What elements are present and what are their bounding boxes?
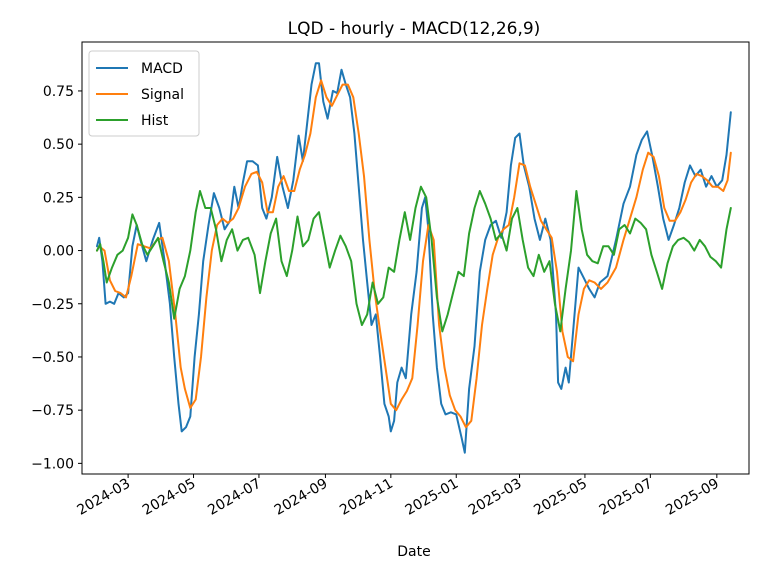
y-tick-label: −0.25 <box>31 297 74 313</box>
series-layer <box>96 62 732 454</box>
series-line-macd <box>96 62 732 454</box>
legend-label-signal: Signal <box>141 87 184 103</box>
y-axis: 0.75 0.50 0.25 0.00 −0.25 −0.50 −0.75 −1.00 <box>31 84 82 472</box>
y-tick-label: −0.75 <box>31 403 74 419</box>
legend-label-hist: Hist <box>141 113 169 129</box>
y-tick-label: 0.25 <box>43 190 74 206</box>
y-tick-label: 0.75 <box>43 84 74 100</box>
series-line-hist <box>96 185 732 333</box>
series-line-signal <box>96 79 732 429</box>
chart-title: LQD - hourly - MACD(12,26,9) <box>288 19 541 39</box>
y-tick-label: 0.50 <box>43 137 74 153</box>
legend: MACD Signal Hist <box>88 50 200 137</box>
y-tick-label: −0.50 <box>31 350 74 366</box>
y-tick-label: −1.00 <box>31 456 74 472</box>
legend-box <box>88 50 200 137</box>
y-tick-label: 0.00 <box>43 244 74 260</box>
legend-label-macd: MACD <box>141 61 183 77</box>
x-axis-label: Date <box>397 544 430 560</box>
plot-frame <box>81 41 750 475</box>
